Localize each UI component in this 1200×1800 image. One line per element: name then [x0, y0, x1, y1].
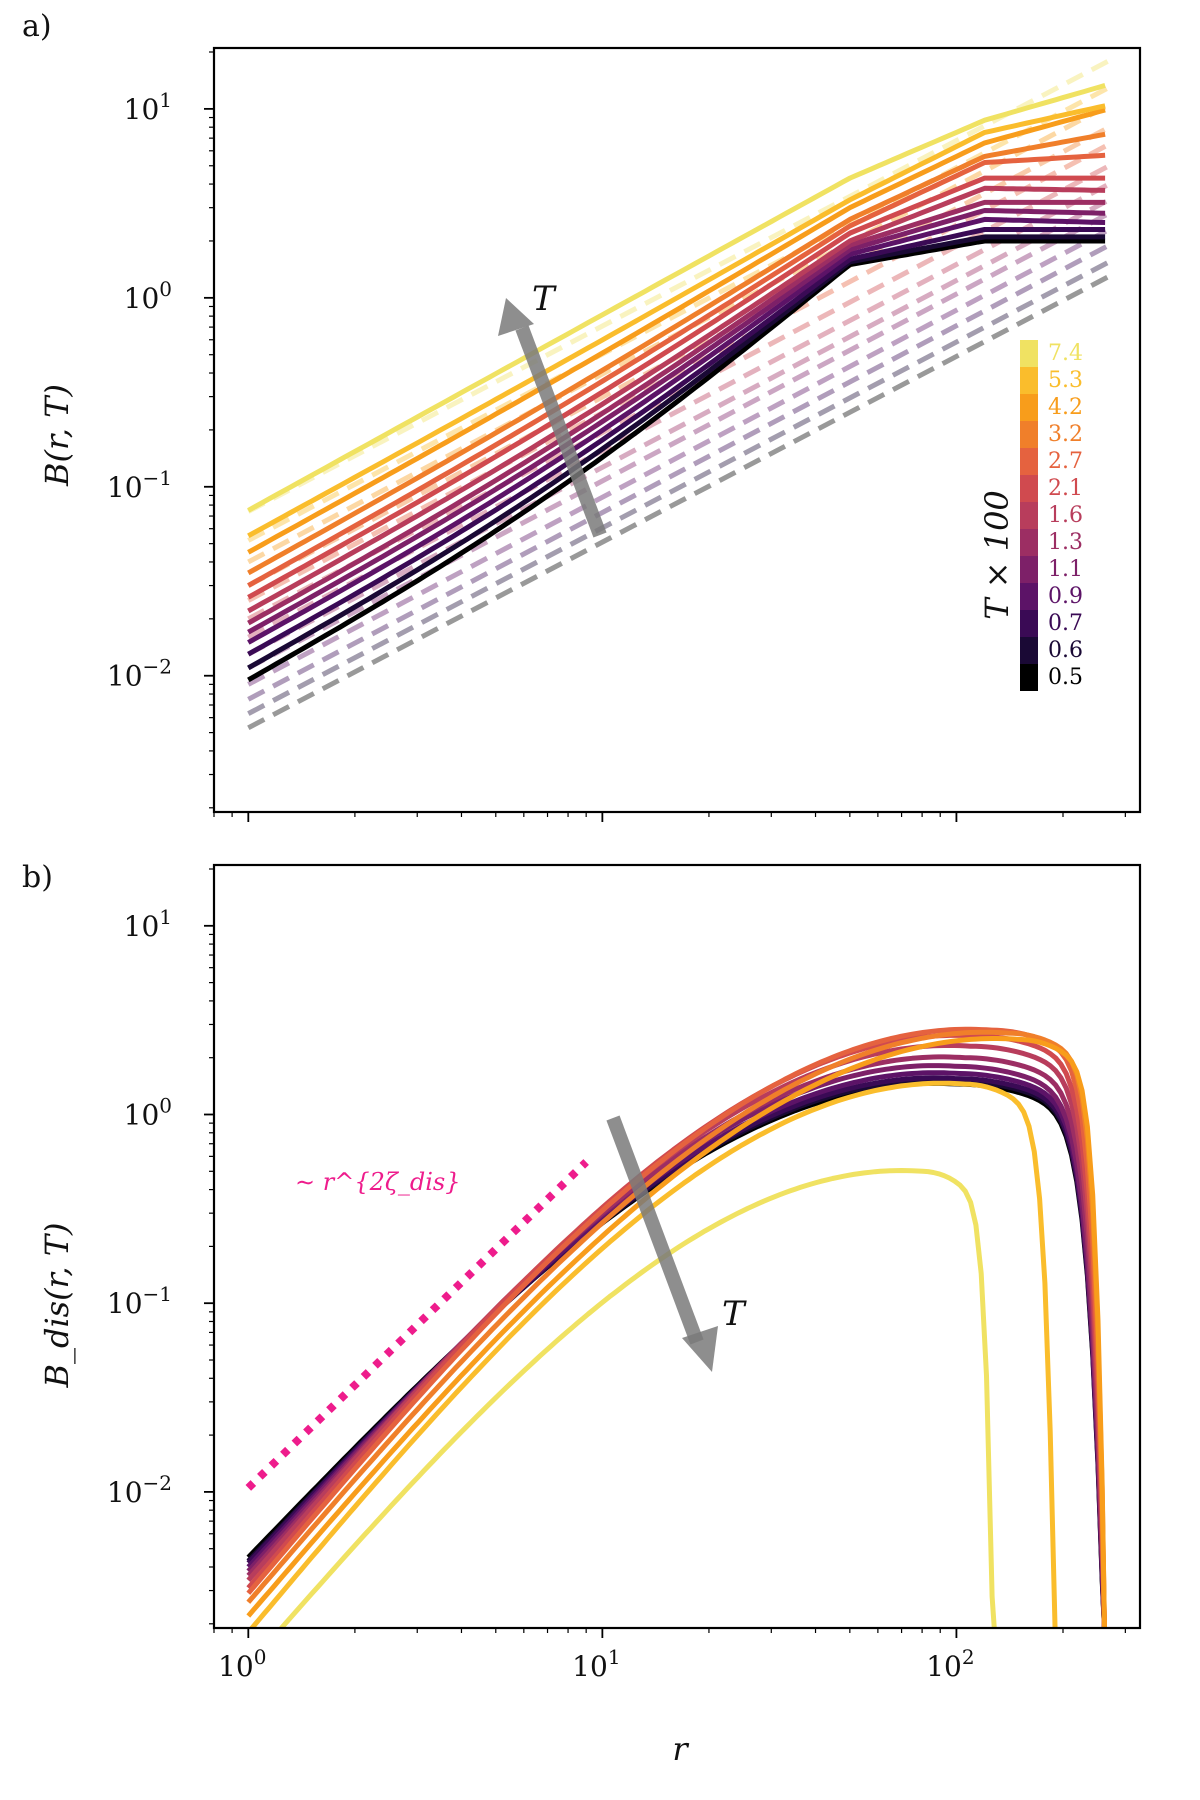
panel-a-solid-line	[247, 208, 1106, 635]
panel-a-ytick-label: 100	[124, 277, 172, 315]
panel-b-label: b)	[22, 860, 53, 895]
colorbar-swatch	[1020, 367, 1038, 394]
colorbar-tick-label: 2.1	[1048, 476, 1083, 501]
colorbar-label: T × 100	[978, 490, 1016, 620]
panel-a-solid-line	[247, 152, 1106, 588]
panel-a-dashed-line	[247, 211, 1111, 671]
panel-a-dashed-line	[247, 274, 1111, 731]
panel-b-arrow-head	[682, 1326, 718, 1372]
panel-b-temperature-arrow	[606, 1115, 718, 1372]
panel-b-xtick-label: 101	[572, 1645, 620, 1683]
panel-b-line	[246, 1054, 1107, 1628]
panel-a-label: a)	[22, 9, 52, 44]
panel-b-ylabel: B_dis(r, T)	[38, 1222, 76, 1388]
colorbar-tick-label: 1.3	[1048, 530, 1083, 555]
panel-a-solid-line	[247, 227, 1106, 657]
colorbar-swatch	[1020, 448, 1038, 475]
panel-a-solid-line	[247, 185, 1106, 614]
colorbar-tick-label: 0.7	[1048, 611, 1083, 636]
panel-b-ytick-label: 100	[124, 1094, 172, 1132]
panel-b-ytick-label: 101	[124, 905, 172, 943]
panel-a-solid-line	[247, 216, 1106, 645]
colorbar: 7.45.34.23.22.72.11.61.31.10.90.70.60.5	[1020, 340, 1083, 691]
panel-a-solid-line	[247, 131, 1106, 576]
panel-a-solid-line	[247, 238, 1106, 683]
colorbar-tick-label: 7.4	[1048, 341, 1083, 366]
panel-a-dashed-line	[247, 197, 1111, 657]
panel-a-solid-line	[247, 83, 1106, 513]
panel-a-dashed-line	[247, 259, 1111, 716]
colorbar-tick-label: 1.6	[1048, 503, 1083, 528]
colorbar-tick-label: 3.2	[1048, 422, 1083, 447]
panel-a-axes: 10−2 10−1 100 101	[107, 46, 1142, 822]
panel-b-xtick-label: 100	[218, 1645, 266, 1683]
panel-b-line	[248, 1080, 1058, 1628]
panel-a-solid-line	[247, 107, 1106, 555]
panel-a-solid-line	[247, 103, 1106, 538]
panel-b-line	[246, 1036, 1107, 1628]
panel-b-ytick-label: 10−1	[107, 1282, 172, 1320]
colorbar-swatch	[1020, 475, 1038, 502]
panel-b-line	[278, 1168, 997, 1628]
colorbar-swatch	[1020, 610, 1038, 637]
panel-b-line	[246, 1026, 1107, 1628]
panel-a-dashed-line	[247, 85, 1111, 543]
panel-b-xtick-label: 102	[926, 1645, 974, 1683]
panel-b-ytick-label: 10−2	[107, 1471, 172, 1509]
panel-a-dashed-line	[247, 181, 1111, 640]
panel-b-line	[246, 1032, 1107, 1628]
colorbar-swatch	[1020, 556, 1038, 583]
colorbar-swatch	[1020, 583, 1038, 610]
panel-a-dashed-line	[247, 242, 1111, 702]
colorbar-tick-label: 4.2	[1048, 395, 1083, 420]
panel-a-arrow-head	[498, 298, 534, 336]
panel-a-ytick-label: 101	[124, 88, 172, 126]
panel-a-temperature-arrow	[498, 298, 607, 538]
panel-a-arrow-label: T	[532, 279, 557, 319]
colorbar-swatch	[1020, 340, 1038, 367]
panel-a-dashed-line	[247, 227, 1111, 687]
panel-a-solid-line	[247, 234, 1106, 671]
colorbar-swatch	[1020, 394, 1038, 421]
panel-a-solid-series	[247, 83, 1106, 683]
colorbar-tick-label: 0.6	[1048, 638, 1083, 663]
colorbar-swatch	[1020, 502, 1038, 529]
colorbar-swatch	[1020, 664, 1038, 691]
colorbar-tick-label: 1.1	[1048, 557, 1083, 582]
panel-b-line	[246, 1029, 1107, 1628]
panel-a-ytick-label: 10−2	[107, 655, 172, 693]
colorbar-swatch	[1020, 421, 1038, 448]
panel-b-axes: 10−2 10−1 100 101 100 101 102	[107, 863, 1142, 1683]
colorbar-tick-label: 5.3	[1048, 368, 1083, 393]
panel-b-arrow-shaft	[606, 1115, 704, 1345]
panel-a: a) T 7.45.34.23.22.72.11.61.31.10.90.70.…	[22, 9, 1142, 822]
colorbar-swatch	[1020, 529, 1038, 556]
panel-b-annotation: ∼ r^{2ζ_dis}	[295, 1168, 461, 1196]
panel-b-series	[246, 1026, 1107, 1628]
panel-a-arrow-shaft	[515, 325, 607, 538]
panel-a-solid-line	[247, 175, 1106, 600]
panel-a-solid-line	[247, 199, 1106, 626]
panel-a-ytick-label: 10−1	[107, 466, 172, 504]
panel-a-ylabel: B(r, T)	[38, 384, 76, 487]
colorbar-tick-label: 0.5	[1048, 665, 1083, 690]
panel-a-dashed-line	[247, 58, 1111, 514]
panel-b-arrow-label: T	[722, 1294, 747, 1334]
colorbar-tick-label: 2.7	[1048, 449, 1083, 474]
x-axis-label: r	[672, 1730, 689, 1768]
panel-b-line	[246, 1042, 1107, 1628]
colorbar-swatch	[1020, 637, 1038, 664]
colorbar-tick-label: 0.9	[1048, 584, 1083, 609]
